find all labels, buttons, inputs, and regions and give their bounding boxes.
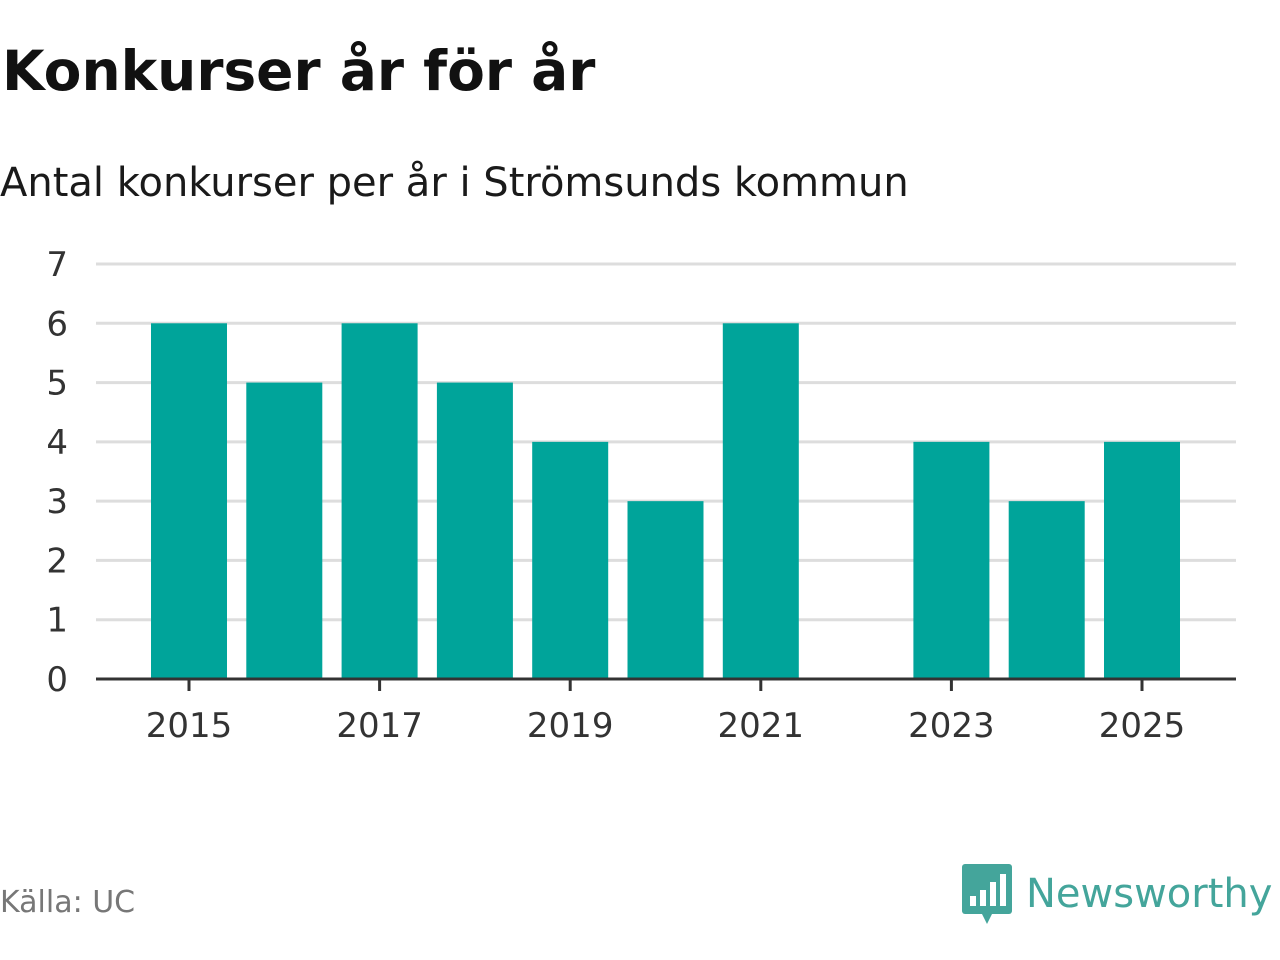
x-tick-label: 2019 bbox=[527, 706, 614, 746]
bar-2019 bbox=[532, 441, 609, 679]
x-tick-label: 2025 bbox=[1099, 706, 1186, 746]
x-tick-label: 2017 bbox=[336, 706, 423, 746]
chart-subtitle: Antal konkurser per år i Strömsunds komm… bbox=[0, 160, 909, 206]
bar-2023 bbox=[913, 441, 990, 679]
brand-name: Newsworthy bbox=[1026, 871, 1273, 917]
bar-2021 bbox=[722, 323, 799, 679]
y-tick-label: 4 bbox=[46, 423, 68, 463]
x-tick-label: 2023 bbox=[908, 706, 995, 746]
y-tick-label: 0 bbox=[46, 660, 68, 700]
bar-2024 bbox=[1008, 501, 1085, 679]
y-tick-label: 6 bbox=[46, 304, 68, 344]
newsworthy-logo-icon bbox=[962, 864, 1012, 924]
chart-title: Konkurser år för år bbox=[2, 39, 596, 103]
bars bbox=[151, 323, 1180, 679]
y-axis-ticks: 0 1 2 3 4 5 6 7 bbox=[46, 245, 68, 700]
bar-2016 bbox=[246, 382, 323, 679]
bar-2020 bbox=[627, 501, 704, 679]
x-axis-ticks: 2015 2017 2019 2021 2023 2025 bbox=[146, 679, 1186, 746]
y-tick-label: 5 bbox=[46, 364, 68, 404]
y-tick-label: 3 bbox=[46, 482, 68, 522]
bar-2017 bbox=[341, 323, 418, 679]
y-tick-label: 1 bbox=[46, 601, 68, 641]
bar-2018 bbox=[436, 382, 513, 679]
y-tick-label: 2 bbox=[46, 541, 68, 581]
y-tick-label: 7 bbox=[46, 245, 68, 285]
source-note: Källa: UC bbox=[0, 885, 136, 920]
bar-2025 bbox=[1104, 441, 1180, 679]
bar-2015 bbox=[151, 323, 227, 679]
x-tick-label: 2015 bbox=[146, 706, 233, 746]
x-tick-label: 2021 bbox=[718, 706, 805, 746]
brand-logo: Newsworthy bbox=[962, 864, 1272, 924]
